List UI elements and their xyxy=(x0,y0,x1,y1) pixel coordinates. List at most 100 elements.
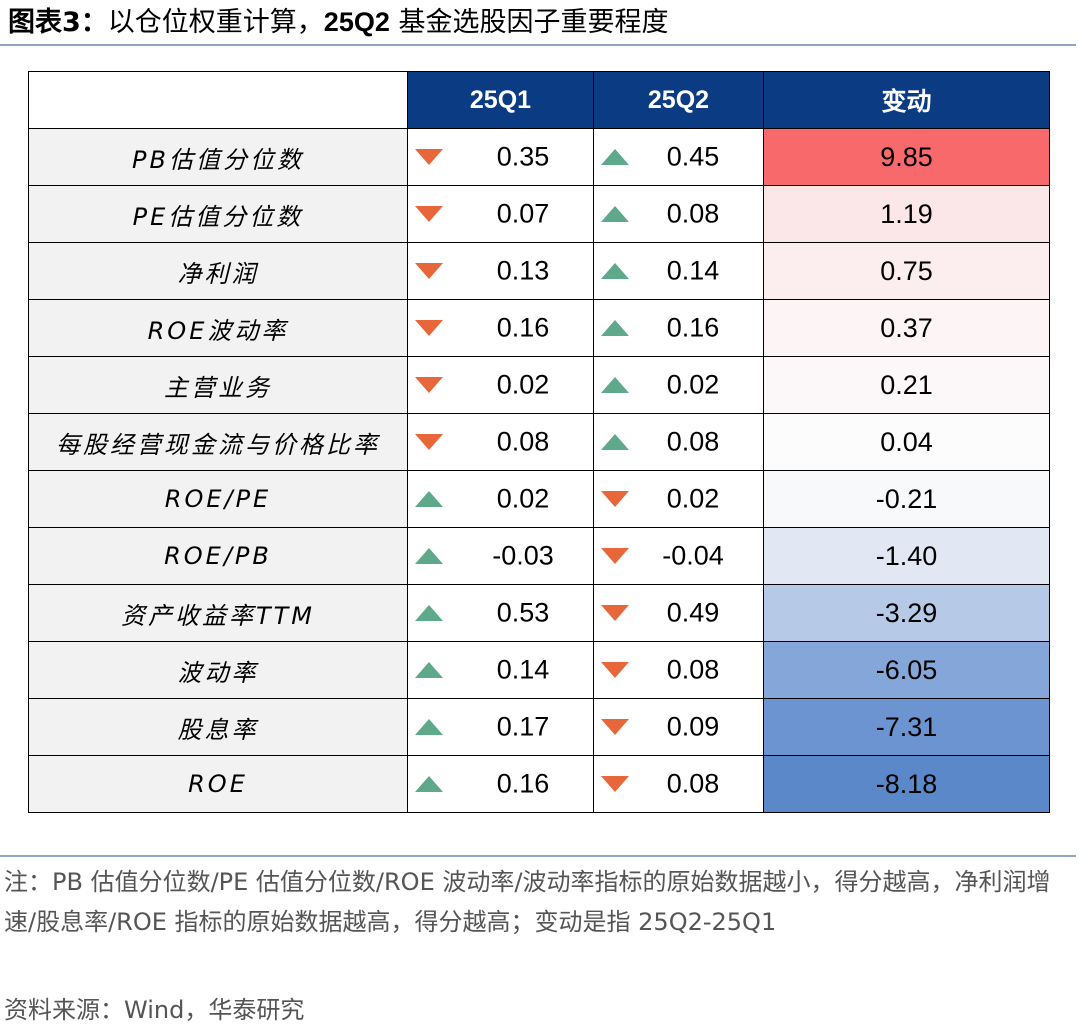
change-value: 0.04 xyxy=(763,413,1050,471)
change-value: -3.29 xyxy=(763,584,1050,642)
triangle-down-icon xyxy=(415,206,443,222)
table-row: ROE 0.16 0.08 -8.18 xyxy=(28,755,1050,813)
factor-name: ROE xyxy=(28,755,408,813)
triangle-up-icon xyxy=(415,776,443,792)
title-text-a: 以仓位权重计算， xyxy=(107,7,324,38)
factor-name: PE估值分位数 xyxy=(28,185,408,243)
table-body: PB估值分位数 0.35 0.45 9.85 PE估值分位数 0.07 0.08 1.19 净利… xyxy=(28,128,1050,813)
value-q1: -0.03 xyxy=(492,540,554,571)
value-q1: 0.16 xyxy=(496,312,550,343)
value-cell-q1: 0.08 xyxy=(407,413,594,471)
value-cell-q1: 0.16 xyxy=(407,299,594,357)
value-q1: 0.35 xyxy=(496,141,550,172)
value-q2: 0.49 xyxy=(666,597,720,628)
value-cell-q2: -0.04 xyxy=(593,527,764,585)
value-cell-q2: 0.14 xyxy=(593,242,764,300)
factor-importance-table: 25Q1 25Q2 变动 PB估值分位数 0.35 0.45 9.85 PE估值分位数 0… xyxy=(28,71,1050,813)
change-value: 1.19 xyxy=(763,185,1050,243)
header-25q1: 25Q1 xyxy=(407,71,594,129)
triangle-down-icon xyxy=(415,377,443,393)
table-row: 股息率 0.17 0.09 -7.31 xyxy=(28,698,1050,756)
triangle-up-icon xyxy=(415,719,443,735)
value-cell-q2: 0.02 xyxy=(593,470,764,528)
change-value: -6.05 xyxy=(763,641,1050,699)
value-q1: 0.16 xyxy=(496,768,550,799)
title-text-b: 基金选股因子重要程度 xyxy=(389,7,669,38)
table-row: 资产收益率TTM 0.53 0.49 -3.29 xyxy=(28,584,1050,642)
value-q1: 0.17 xyxy=(496,711,550,742)
factor-name: 股息率 xyxy=(28,698,408,756)
value-cell-q1: 0.17 xyxy=(407,698,594,756)
change-value: -7.31 xyxy=(763,698,1050,756)
change-value: 0.75 xyxy=(763,242,1050,300)
value-q2: 0.09 xyxy=(666,711,720,742)
factor-name: PB估值分位数 xyxy=(28,128,408,186)
factor-name: 净利润 xyxy=(28,242,408,300)
value-q1: 0.07 xyxy=(496,198,550,229)
triangle-down-icon xyxy=(415,320,443,336)
triangle-up-icon xyxy=(415,548,443,564)
value-cell-q1: -0.03 xyxy=(407,527,594,585)
triangle-up-icon xyxy=(601,263,629,279)
value-cell-q2: 0.09 xyxy=(593,698,764,756)
value-cell-q1: 0.35 xyxy=(407,128,594,186)
value-q2: 0.16 xyxy=(666,312,720,343)
change-value: -1.40 xyxy=(763,527,1050,585)
change-value: -8.18 xyxy=(763,755,1050,813)
value-cell-q1: 0.02 xyxy=(407,356,594,414)
notes-divider xyxy=(0,855,1076,857)
triangle-up-icon xyxy=(601,377,629,393)
change-value: -0.21 xyxy=(763,470,1050,528)
value-q1: 0.13 xyxy=(496,255,550,286)
change-value: 9.85 xyxy=(763,128,1050,186)
triangle-down-icon xyxy=(601,548,629,564)
value-cell-q1: 0.02 xyxy=(407,470,594,528)
triangle-down-icon xyxy=(601,719,629,735)
figure-number: 图表3： xyxy=(8,7,108,38)
value-cell-q1: 0.16 xyxy=(407,755,594,813)
value-cell-q1: 0.14 xyxy=(407,641,594,699)
table-row: ROE波动率 0.16 0.16 0.37 xyxy=(28,299,1050,357)
value-q2: 0.02 xyxy=(666,369,720,400)
value-q2: -0.04 xyxy=(662,540,724,571)
value-cell-q2: 0.08 xyxy=(593,755,764,813)
value-cell-q2: 0.49 xyxy=(593,584,764,642)
value-q2: 0.02 xyxy=(666,483,720,514)
value-q1: 0.02 xyxy=(496,369,550,400)
triangle-down-icon xyxy=(601,491,629,507)
triangle-down-icon xyxy=(415,263,443,279)
title-divider xyxy=(0,44,1076,46)
header-change: 变动 xyxy=(763,71,1050,129)
factor-name: 波动率 xyxy=(28,641,408,699)
table-row: PB估值分位数 0.35 0.45 9.85 xyxy=(28,128,1050,186)
table-note: 注：PB 估值分位数/PE 估值分位数/ROE 波动率/波动率指标的原始数据越小… xyxy=(4,868,1051,936)
value-q2: 0.45 xyxy=(666,141,720,172)
change-value: 0.21 xyxy=(763,356,1050,414)
factor-name: 主营业务 xyxy=(28,356,408,414)
value-cell-q2: 0.08 xyxy=(593,185,764,243)
triangle-down-icon xyxy=(601,776,629,792)
factor-name: ROE波动率 xyxy=(28,299,408,357)
triangle-up-icon xyxy=(601,149,629,165)
triangle-up-icon xyxy=(601,206,629,222)
triangle-down-icon xyxy=(601,662,629,678)
factor-name: ROE/PE xyxy=(28,470,408,528)
table-row: 每股经营现金流与价格比率 0.08 0.08 0.04 xyxy=(28,413,1050,471)
value-q1: 0.08 xyxy=(496,426,550,457)
value-cell-q2: 0.08 xyxy=(593,413,764,471)
header-25q2: 25Q2 xyxy=(593,71,764,129)
value-q1: 0.53 xyxy=(496,597,550,628)
triangle-up-icon xyxy=(415,605,443,621)
data-source: 资料来源：Wind，华泰研究 xyxy=(4,996,305,1024)
value-cell-q2: 0.16 xyxy=(593,299,764,357)
figure-title: 图表3：以仓位权重计算，25Q2 基金选股因子重要程度 xyxy=(8,2,668,42)
triangle-up-icon xyxy=(601,320,629,336)
value-q2: 0.08 xyxy=(666,768,720,799)
factor-name: ROE/PB xyxy=(28,527,408,585)
triangle-down-icon xyxy=(601,605,629,621)
triangle-down-icon xyxy=(415,434,443,450)
title-text-bold: 25Q2 xyxy=(323,7,390,37)
table-row: ROE/PB -0.03 -0.04 -1.40 xyxy=(28,527,1050,585)
value-cell-q1: 0.53 xyxy=(407,584,594,642)
change-value: 0.37 xyxy=(763,299,1050,357)
